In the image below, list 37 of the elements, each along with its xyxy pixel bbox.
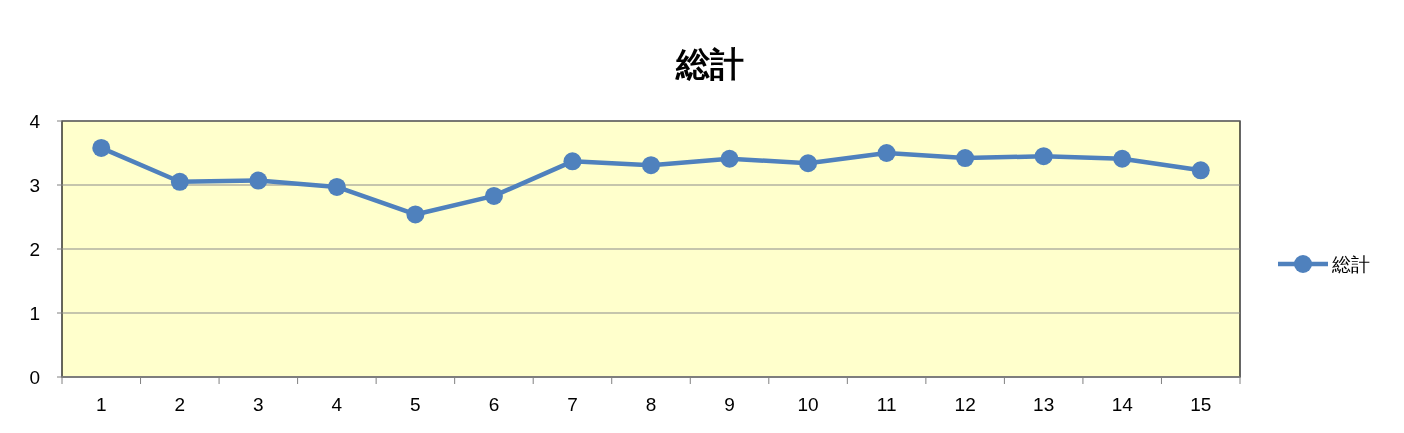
point <box>170 172 189 191</box>
x-tick-label: 10 <box>797 394 819 415</box>
y-tick-label: 3 <box>29 175 40 196</box>
legend-label: 総計 <box>1331 254 1370 275</box>
y-tick-label: 2 <box>29 239 40 260</box>
x-tick-label: 7 <box>567 394 578 415</box>
y-tick-label: 0 <box>29 367 40 388</box>
y-tick-label: 4 <box>29 111 41 132</box>
point <box>92 138 111 157</box>
x-tick-label: 6 <box>488 394 500 415</box>
point <box>642 156 660 175</box>
point <box>1191 161 1210 180</box>
x-tick-label: 14 <box>1111 394 1134 415</box>
x-tick-label: 4 <box>331 394 343 415</box>
x-tick-label: 8 <box>645 394 657 415</box>
point <box>877 144 896 162</box>
point <box>484 186 503 205</box>
point <box>563 152 582 171</box>
point <box>1034 147 1053 166</box>
x-tick-label: 9 <box>724 394 735 415</box>
y-tick-label: 1 <box>29 303 40 324</box>
x-tick-label: 5 <box>410 394 421 415</box>
x-tick-label: 11 <box>876 394 897 415</box>
chart-title: 総計 <box>675 45 744 83</box>
point <box>956 149 975 168</box>
point <box>799 154 818 173</box>
x-tick-label: 2 <box>174 394 186 415</box>
point <box>1113 149 1132 168</box>
x-tick-label: 3 <box>253 394 264 415</box>
x-tick-label: 1 <box>95 394 107 415</box>
x-tick-label: 12 <box>954 394 976 415</box>
x-tick-label: 15 <box>1190 394 1212 415</box>
point <box>406 205 425 224</box>
point <box>720 149 739 168</box>
point <box>327 177 346 196</box>
x-tick-label: 13 <box>1033 394 1055 415</box>
point <box>249 171 268 190</box>
